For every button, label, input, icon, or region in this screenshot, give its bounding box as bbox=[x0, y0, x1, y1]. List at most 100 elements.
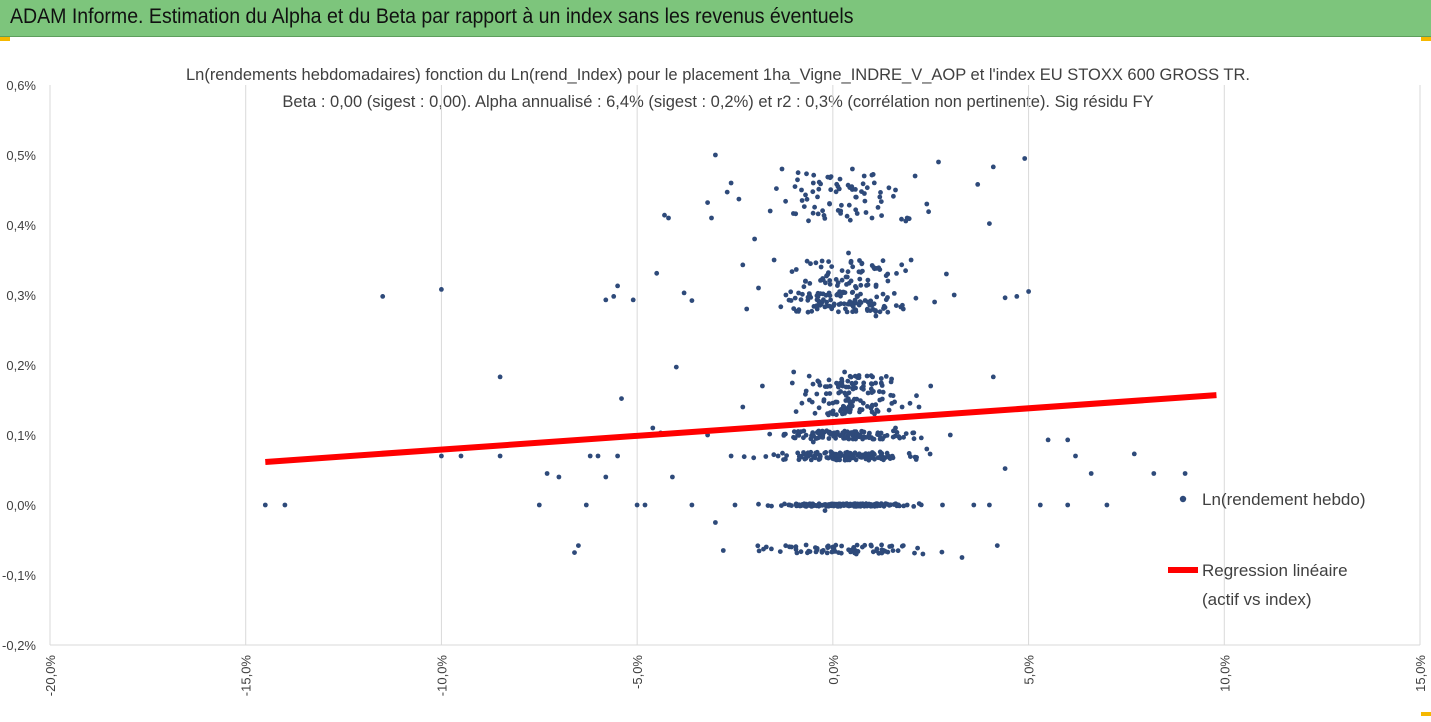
scatter-point bbox=[850, 264, 856, 270]
scatter-point bbox=[873, 313, 879, 319]
corner-marker-right bbox=[1421, 37, 1431, 41]
scatter-point bbox=[642, 502, 648, 508]
scatter-point bbox=[830, 400, 836, 406]
scatter-point bbox=[868, 542, 874, 548]
scatter-point bbox=[990, 164, 996, 170]
scatter-point bbox=[810, 210, 816, 216]
y-tick-label: -0,2% bbox=[2, 638, 36, 653]
scatter-point bbox=[829, 264, 835, 269]
scatter-point bbox=[859, 189, 864, 195]
scatter-point bbox=[918, 502, 924, 508]
scatter-point bbox=[926, 209, 931, 215]
scatter-point bbox=[911, 436, 917, 442]
scatter-point bbox=[924, 201, 930, 207]
scatter-point bbox=[666, 215, 671, 221]
scatter-point bbox=[839, 543, 844, 549]
scatter-point bbox=[812, 204, 817, 210]
scatter-point bbox=[827, 201, 832, 206]
scatter-point bbox=[842, 369, 847, 375]
scatter-point bbox=[713, 520, 718, 525]
scatter-point bbox=[840, 290, 846, 296]
scatter-point bbox=[851, 545, 857, 550]
scatter-point bbox=[848, 402, 853, 408]
scatter-point bbox=[843, 384, 849, 390]
scatter-point bbox=[836, 309, 841, 315]
scatter-point bbox=[808, 436, 814, 442]
scatter-point bbox=[959, 555, 965, 560]
scatter-point bbox=[856, 451, 862, 457]
legend-label-scatter: Ln(rendement hebdo) bbox=[1202, 490, 1366, 509]
scatter-point bbox=[744, 306, 750, 312]
scatter-point bbox=[859, 407, 865, 413]
scatter-point bbox=[877, 194, 883, 200]
scatter-point bbox=[975, 182, 981, 187]
scatter-point bbox=[780, 450, 785, 456]
scatter-point bbox=[897, 503, 902, 509]
scatter-point bbox=[760, 383, 765, 389]
scatter-point bbox=[849, 184, 855, 190]
scatter-point bbox=[847, 217, 853, 223]
scatter-point bbox=[823, 280, 828, 286]
scatter-point bbox=[728, 453, 734, 459]
scatter-point bbox=[767, 208, 773, 214]
scatter-point bbox=[822, 508, 828, 513]
scatter-point bbox=[856, 373, 862, 378]
x-tick-label: -10,0% bbox=[434, 655, 449, 697]
scatter-point bbox=[615, 453, 620, 459]
scatter-point bbox=[789, 380, 795, 386]
scatter-point bbox=[819, 549, 825, 555]
scatter-point bbox=[813, 450, 819, 456]
scatter-point bbox=[866, 451, 872, 457]
scatter-point bbox=[862, 298, 868, 303]
scatter-point bbox=[795, 177, 800, 183]
scatter-point bbox=[837, 176, 843, 182]
scatter-point bbox=[820, 276, 826, 281]
scatter-point bbox=[875, 502, 881, 508]
scatter-point bbox=[857, 258, 862, 263]
scatter-point bbox=[834, 412, 839, 418]
scatter-point bbox=[842, 502, 847, 508]
scatter-point bbox=[779, 166, 785, 172]
scatter-point bbox=[812, 410, 818, 416]
scatter-point bbox=[861, 380, 867, 386]
scatter-point bbox=[877, 267, 883, 272]
scatter-point bbox=[775, 453, 781, 459]
scatter-point bbox=[911, 504, 917, 509]
scatter-point bbox=[824, 303, 830, 309]
scatter-point bbox=[809, 504, 814, 509]
scatter-point bbox=[869, 455, 874, 461]
scatter-point bbox=[654, 270, 660, 276]
scatter-point bbox=[880, 389, 886, 395]
scatter-point bbox=[891, 291, 897, 296]
scatter-point bbox=[771, 452, 777, 458]
scatter-point bbox=[1037, 502, 1043, 508]
scatter-point bbox=[987, 221, 992, 227]
scatter-point bbox=[885, 309, 891, 315]
scatter-point bbox=[774, 186, 779, 192]
scatter-point bbox=[971, 502, 977, 508]
scatter-point bbox=[786, 502, 792, 508]
scatter-point bbox=[877, 309, 883, 315]
scatter-point bbox=[756, 548, 762, 554]
scatter-point bbox=[783, 543, 789, 549]
scatter-point bbox=[843, 408, 848, 414]
scatter-point bbox=[793, 544, 799, 550]
scatter-point bbox=[771, 257, 777, 263]
scatter-point bbox=[821, 397, 827, 402]
scatter-point bbox=[817, 302, 822, 308]
scatter-point bbox=[893, 187, 898, 193]
scatter-point bbox=[802, 456, 808, 462]
scatter-point bbox=[765, 503, 771, 508]
scatter-point bbox=[798, 297, 804, 302]
scatter-point bbox=[1002, 466, 1008, 471]
scatter-point bbox=[879, 550, 885, 556]
scatter-point bbox=[895, 548, 901, 554]
scatter-point bbox=[864, 185, 870, 191]
scatter-point bbox=[806, 373, 812, 379]
scatter-point bbox=[805, 294, 811, 300]
scatter-point bbox=[796, 457, 802, 463]
scatter-point bbox=[844, 213, 850, 219]
scatter-point bbox=[820, 208, 825, 214]
scatter-point bbox=[879, 213, 884, 219]
scatter-point bbox=[282, 502, 288, 508]
